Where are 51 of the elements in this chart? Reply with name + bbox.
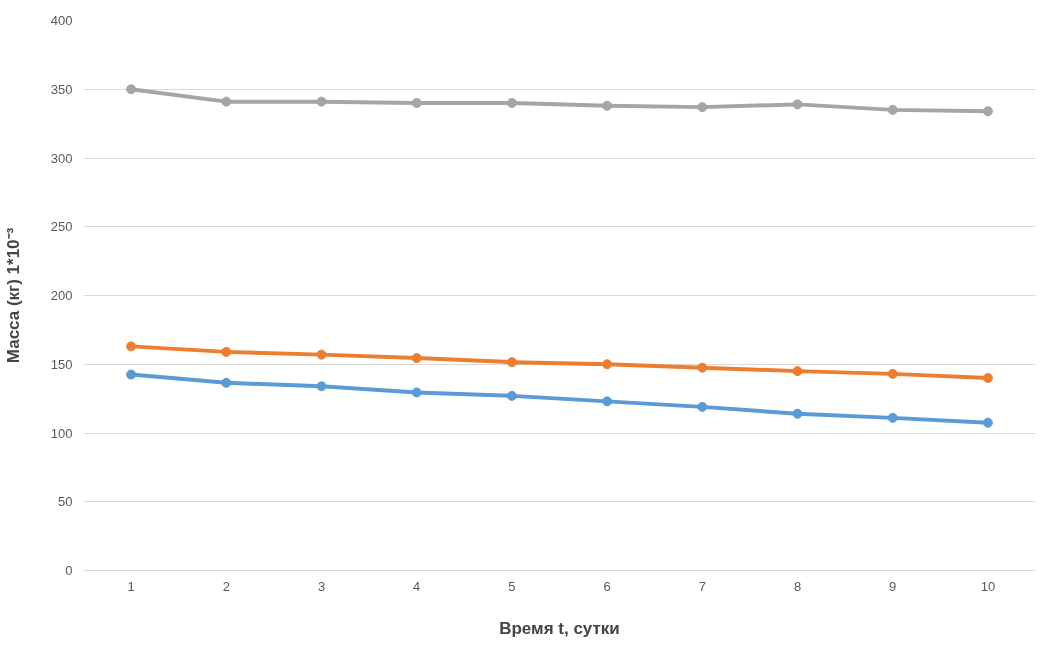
x-tick-label: 4 bbox=[413, 578, 421, 594]
point bbox=[316, 381, 327, 392]
y-tick-label: 300 bbox=[50, 150, 73, 166]
x-tick-label: 7 bbox=[698, 578, 706, 594]
x-tick-label: 2 bbox=[222, 578, 230, 594]
point bbox=[316, 96, 327, 107]
point bbox=[602, 396, 613, 407]
point bbox=[221, 96, 232, 107]
point bbox=[126, 341, 137, 352]
point bbox=[697, 362, 708, 373]
y-tick-label: 350 bbox=[50, 81, 73, 97]
point bbox=[506, 98, 517, 108]
point bbox=[887, 412, 898, 423]
point bbox=[792, 366, 803, 377]
point bbox=[697, 401, 708, 412]
point bbox=[126, 84, 137, 95]
y-tick-label: 150 bbox=[50, 356, 73, 372]
x-tick-label: 8 bbox=[793, 578, 802, 594]
point bbox=[697, 102, 708, 113]
point bbox=[792, 408, 803, 419]
y-tick-label: 0 bbox=[65, 563, 73, 578]
point bbox=[887, 368, 898, 379]
y-tick-label: 400 bbox=[50, 13, 73, 28]
point bbox=[411, 98, 422, 108]
x-tick-label: 3 bbox=[317, 578, 326, 594]
point bbox=[602, 359, 613, 370]
point bbox=[506, 357, 517, 368]
y-tick-label: 100 bbox=[50, 425, 73, 441]
point bbox=[506, 390, 517, 401]
x-tick-label: 1 bbox=[127, 578, 135, 594]
x-tick-label: 9 bbox=[889, 578, 897, 594]
x-tick-label: 5 bbox=[508, 578, 516, 594]
y-tick-label: 50 bbox=[58, 494, 73, 510]
point bbox=[982, 106, 993, 117]
y-axis-title: Масса (кг) 1*10⁻³ bbox=[3, 227, 23, 364]
x-axis-title: Время t, сутки bbox=[499, 618, 620, 638]
y-tick-label: 250 bbox=[50, 219, 73, 235]
point bbox=[221, 346, 232, 357]
x-tick-label: 10 bbox=[980, 578, 996, 594]
point bbox=[126, 369, 137, 380]
point bbox=[982, 417, 993, 428]
point bbox=[411, 353, 422, 364]
point bbox=[221, 377, 232, 388]
point bbox=[887, 104, 898, 115]
point bbox=[602, 100, 613, 111]
point bbox=[316, 349, 327, 360]
x-tick-label: 6 bbox=[603, 578, 611, 594]
point bbox=[982, 373, 993, 383]
point bbox=[792, 99, 803, 110]
point bbox=[411, 387, 422, 398]
y-tick-label: 200 bbox=[50, 288, 73, 303]
